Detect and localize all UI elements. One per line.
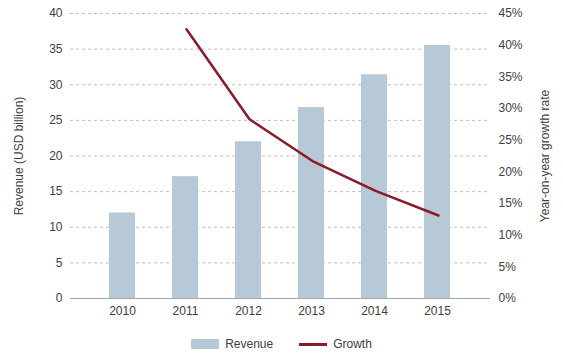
svg-text:5: 5 [56,256,63,270]
svg-text:2014: 2014 [361,304,388,318]
svg-text:25%: 25% [499,133,523,147]
svg-text:2013: 2013 [298,304,325,318]
html-text:Revenue: Revenue [225,337,274,351]
svg-text:10: 10 [49,220,63,234]
svg-text:Year-on-year growth rate: Year-on-year growth rate [538,90,552,223]
svg-text:40%: 40% [499,38,523,52]
svg-text:30: 30 [49,78,63,92]
svg-text:2012: 2012 [235,304,262,318]
svg-text:45%: 45% [499,6,523,20]
svg-text:20%: 20% [499,165,523,179]
svg-text:Revenue (USD billion): Revenue (USD billion) [12,97,26,216]
svg-text:20: 20 [49,149,63,163]
svg-text:0: 0 [56,291,63,305]
svg-text:35%: 35% [499,70,523,84]
svg-text:40: 40 [49,6,63,20]
svg-text:0%: 0% [499,291,517,305]
svg-text:25: 25 [49,113,63,127]
svg-text:2011: 2011 [173,304,199,318]
svg-text:15%: 15% [499,196,523,210]
svg-text:30%: 30% [499,101,523,115]
svg-text:2010: 2010 [109,304,136,318]
svg-text:5%: 5% [499,260,517,274]
svg-text:10%: 10% [499,228,523,242]
svg-text:35: 35 [49,42,63,56]
svg-text:15: 15 [49,184,63,198]
html-text:Growth: Growth [333,337,372,351]
svg-text:2015: 2015 [424,304,451,318]
